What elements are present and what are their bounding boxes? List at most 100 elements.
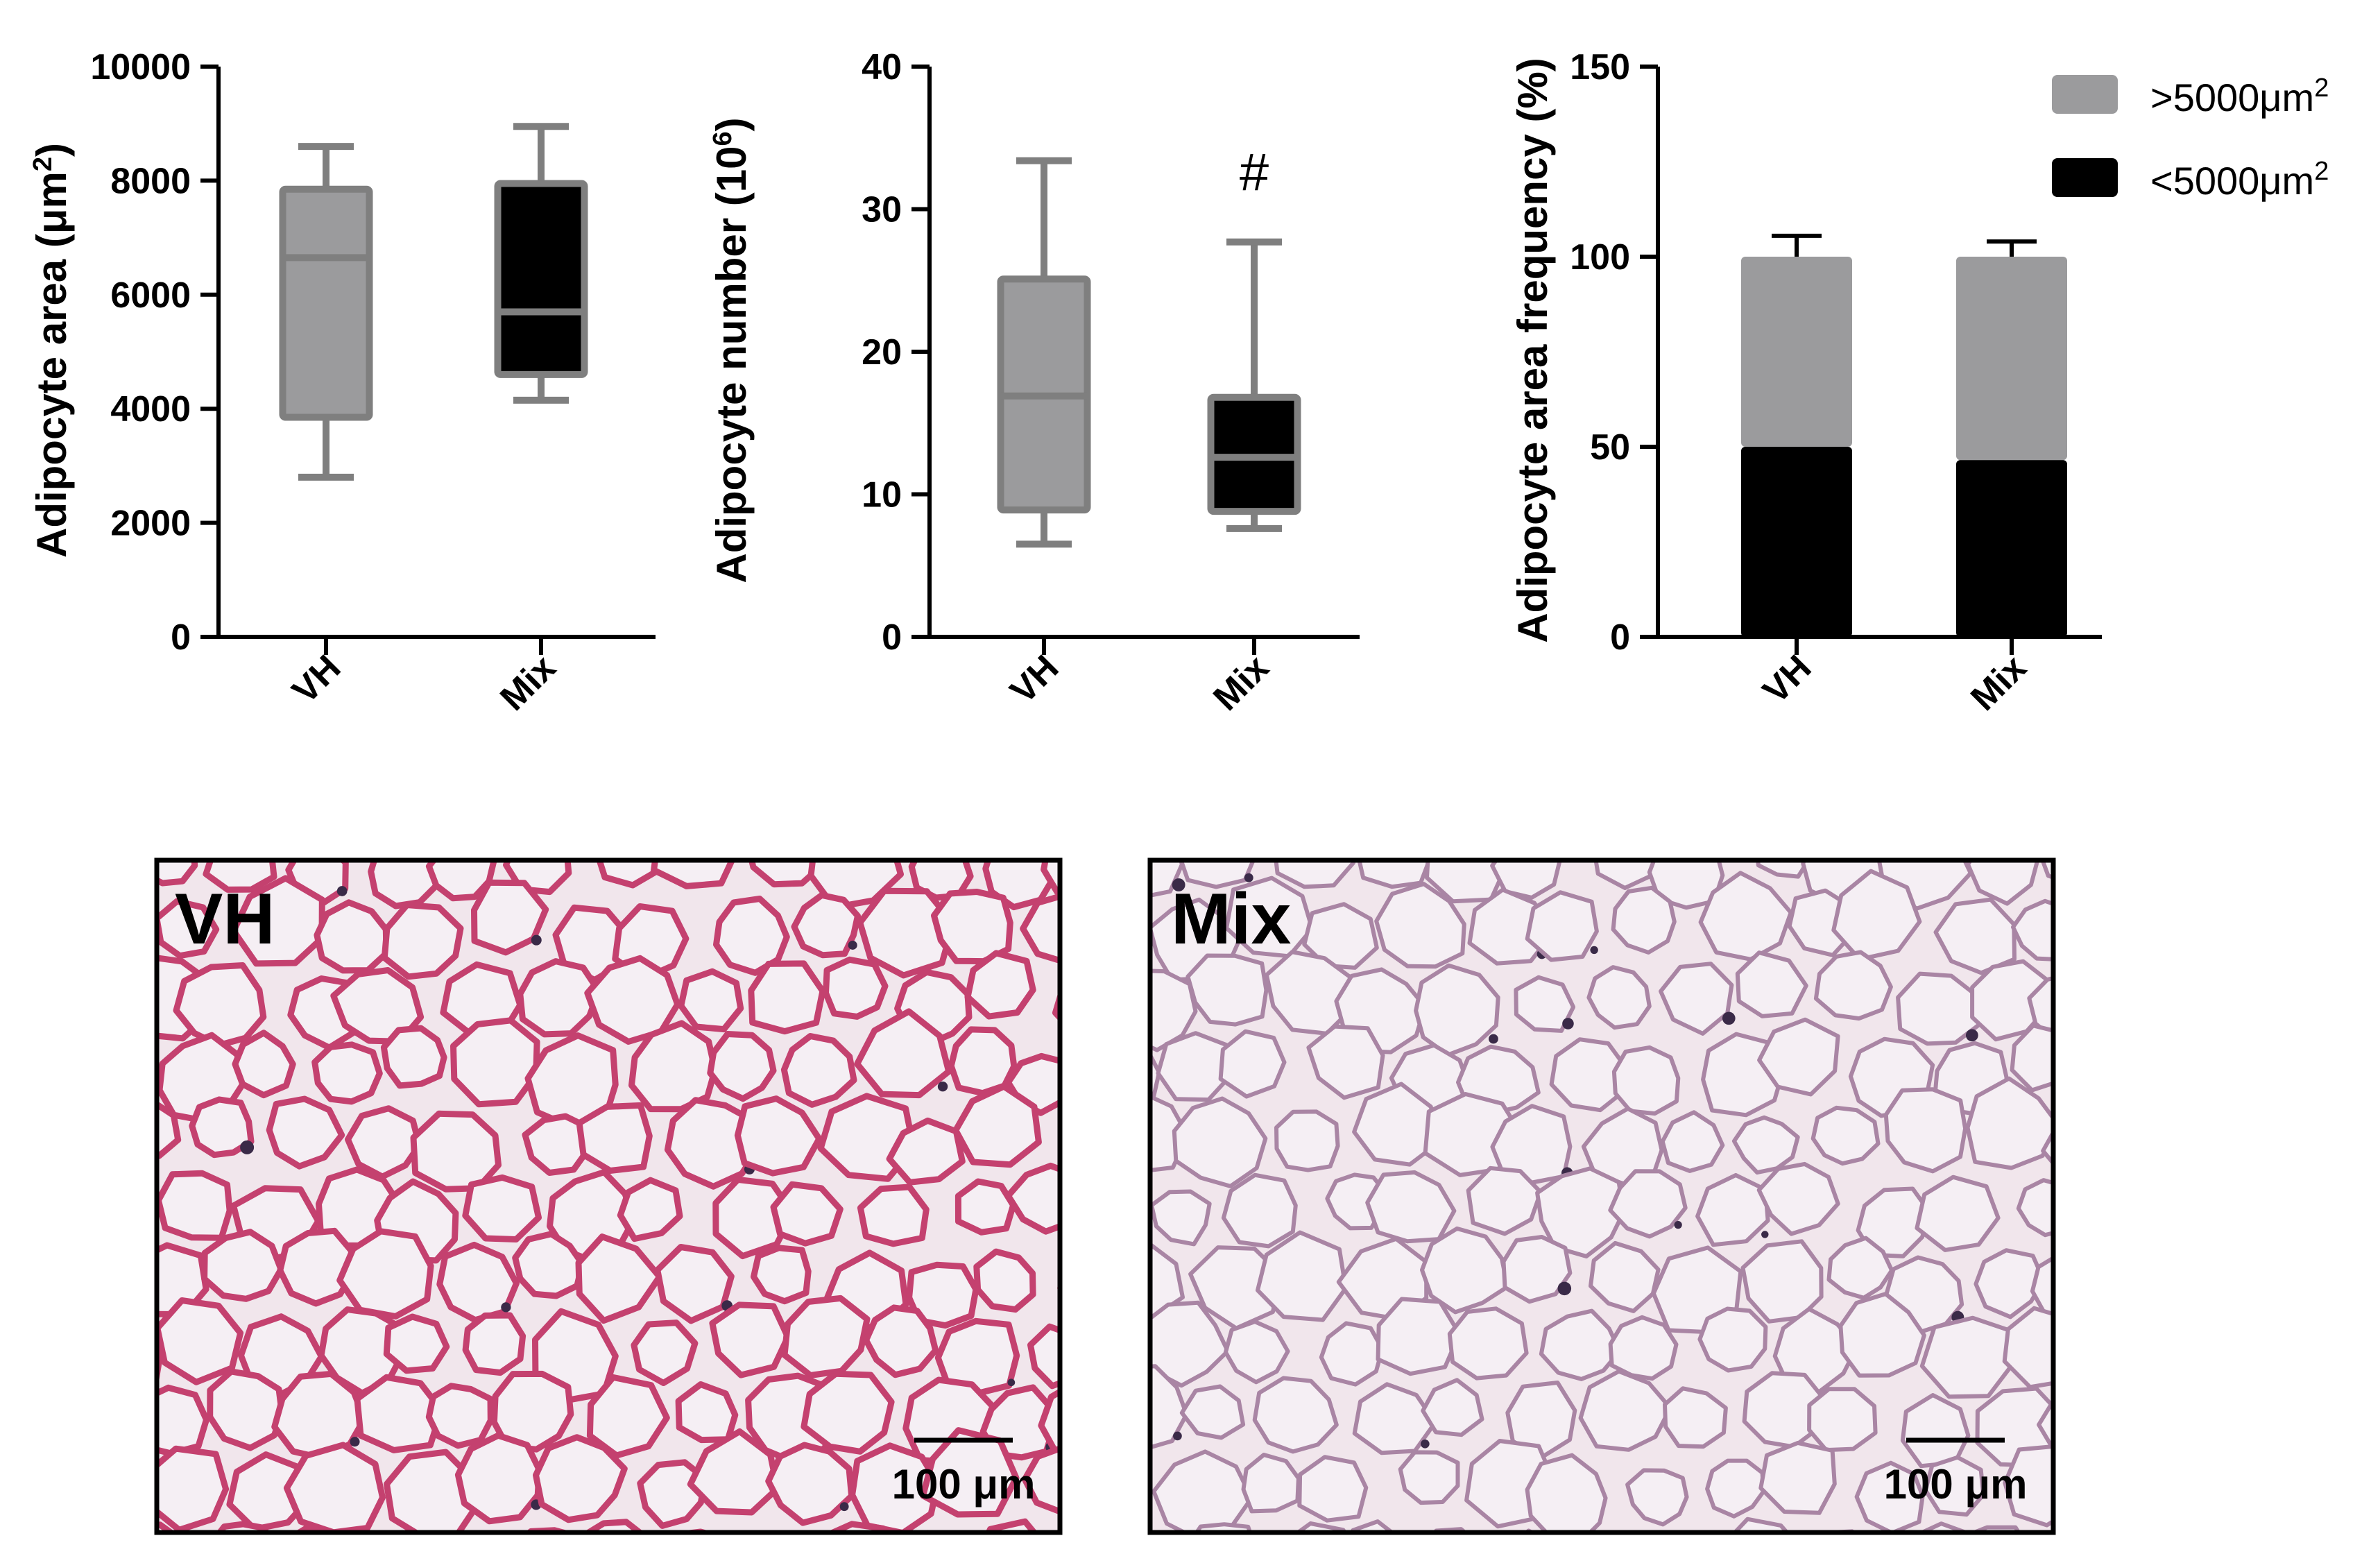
adipocyte-cell bbox=[973, 1248, 1036, 1313]
adipocyte-cell bbox=[283, 1442, 386, 1532]
adipocyte-cell bbox=[2161, 1163, 2237, 1236]
adipocyte-cell bbox=[1256, 1230, 1348, 1322]
adipocyte-cell bbox=[1073, 1100, 1129, 1153]
x-category-label: Mix bbox=[1963, 647, 2034, 718]
cell-nucleus bbox=[1173, 1431, 1182, 1441]
adipocyte-cell bbox=[157, 898, 220, 959]
adipocyte-cell bbox=[471, 879, 549, 956]
adipocyte-cell bbox=[189, 1096, 255, 1159]
cell-nucleus bbox=[1761, 1231, 1769, 1238]
x-category-label: VH bbox=[284, 647, 348, 711]
adipocyte-cell bbox=[1274, 1109, 1340, 1172]
adipocyte-cell bbox=[383, 1313, 450, 1374]
adipocyte-cell bbox=[277, 1227, 356, 1307]
adipocyte-cell bbox=[232, 1030, 296, 1099]
adipocyte-cell bbox=[473, 744, 541, 816]
adipocyte-cell bbox=[781, 1295, 871, 1378]
adipocyte-cell bbox=[2132, 969, 2191, 1023]
adipocyte-cell bbox=[2147, 899, 2237, 977]
adipocyte-cell bbox=[1067, 1469, 1134, 1532]
adipocyte-cell bbox=[1319, 1321, 1385, 1387]
adipocyte-cell bbox=[266, 1095, 345, 1170]
adipocyte-cell bbox=[715, 766, 771, 822]
cell-nucleus bbox=[501, 1302, 511, 1313]
adipocyte-cell bbox=[2011, 898, 2053, 962]
box-mix bbox=[494, 123, 588, 404]
adipocyte-cell bbox=[1742, 1371, 1827, 1449]
area-ytick-label: 8000 bbox=[110, 161, 191, 201]
adipocyte-cell bbox=[1709, 765, 1785, 844]
adipocyte-cell bbox=[1015, 778, 1078, 835]
cell-nucleus bbox=[848, 940, 857, 950]
adipocyte-cell bbox=[664, 1097, 762, 1190]
adipocyte-cell bbox=[76, 1034, 143, 1091]
adipocyte-cell bbox=[586, 1374, 670, 1459]
adipocyte-cell bbox=[1150, 968, 1198, 1052]
adipocyte-cell bbox=[1374, 882, 1466, 969]
adipocyte-cell bbox=[561, 755, 628, 820]
adipocyte-cell bbox=[791, 891, 861, 959]
adipocyte-cell bbox=[1391, 771, 1447, 826]
adipocyte-cell bbox=[207, 1368, 285, 1451]
adipocyte-cell bbox=[522, 1113, 591, 1176]
adipocyte-cell bbox=[863, 1304, 939, 1378]
adipocyte-cell bbox=[1349, 1519, 1396, 1532]
adipocyte-cell bbox=[1150, 1300, 1230, 1388]
adipocyte-cell bbox=[1659, 962, 1734, 1036]
box-mix bbox=[1207, 238, 1301, 532]
number-ytick-label: 0 bbox=[882, 617, 902, 658]
adipocyte-cell bbox=[330, 967, 425, 1045]
adipocyte-cell bbox=[1589, 1240, 1661, 1313]
adipocyte-cell bbox=[651, 860, 736, 889]
adipocyte-cell bbox=[1075, 764, 1134, 823]
adipocyte-cell bbox=[906, 1261, 979, 1329]
bar-segment-large-cells bbox=[1956, 257, 2067, 461]
adipocyte-tissue bbox=[1067, 738, 2237, 1532]
adipocyte-cell bbox=[1414, 963, 1500, 1057]
adipocyte-cell bbox=[985, 1518, 1038, 1532]
adipocyte-cell bbox=[2063, 738, 2153, 823]
adipocyte-cell bbox=[1376, 1297, 1462, 1376]
adipocyte-cell bbox=[80, 912, 148, 977]
adipocyte-cell bbox=[1297, 1455, 1369, 1523]
adipocyte-cell bbox=[2089, 878, 2171, 953]
adipocyte-cell bbox=[1150, 1189, 1212, 1247]
adipocyte-cell bbox=[1004, 1162, 1060, 1235]
adipocyte-cell bbox=[1940, 740, 2019, 812]
adipocyte-cell bbox=[709, 1301, 791, 1378]
adipocyte-cell bbox=[1252, 1376, 1339, 1454]
adipocyte-cell bbox=[748, 860, 826, 888]
adipocyte-cell bbox=[1139, 753, 1220, 828]
adipocyte-cell bbox=[451, 1537, 513, 1563]
adipocyte-cell bbox=[1757, 1017, 1840, 1097]
micrograph-frame bbox=[1147, 857, 2056, 1535]
legend-label-small: <5000μm2 bbox=[2150, 157, 2329, 203]
adipocyte-cell bbox=[36, 1381, 110, 1451]
adipocyte-cell bbox=[1625, 1468, 1689, 1527]
cell-nucleus bbox=[1674, 1221, 1682, 1229]
adipocyte-cell bbox=[757, 1538, 823, 1563]
legend: >5000μm2 <5000μm2 bbox=[2052, 74, 2329, 203]
adipocyte-cell bbox=[801, 1370, 895, 1455]
adipocyte-cell bbox=[1611, 1045, 1681, 1116]
scale-bar-label: 100 μm bbox=[892, 1461, 1036, 1508]
cell-nucleus bbox=[531, 934, 542, 946]
adipocyte-cell bbox=[2010, 1023, 2053, 1093]
adipocyte-cell bbox=[1041, 860, 1060, 897]
adipocyte-cell bbox=[1837, 753, 1930, 837]
adipocyte-cell bbox=[1471, 766, 1547, 842]
adipocyte-cell bbox=[1838, 1292, 1926, 1378]
adipocyte-cell bbox=[1447, 1306, 1529, 1381]
adipocyte-cell bbox=[1663, 1386, 1728, 1449]
adipocyte-cell bbox=[823, 956, 889, 1020]
adipocyte-cell bbox=[425, 1383, 494, 1449]
adipocyte-cell bbox=[524, 1527, 575, 1532]
freq-ytick-label: 50 bbox=[1590, 427, 1630, 468]
adipocyte-cell bbox=[1822, 1529, 1858, 1532]
adipocyte-cell bbox=[1156, 1031, 1232, 1102]
cell-nucleus bbox=[1966, 1029, 1978, 1042]
adipocyte-cell bbox=[2040, 860, 2053, 880]
adipocyte-cell bbox=[1357, 860, 1432, 889]
adipocyte-cell bbox=[380, 1025, 447, 1089]
cell-nucleus bbox=[1172, 878, 1185, 891]
